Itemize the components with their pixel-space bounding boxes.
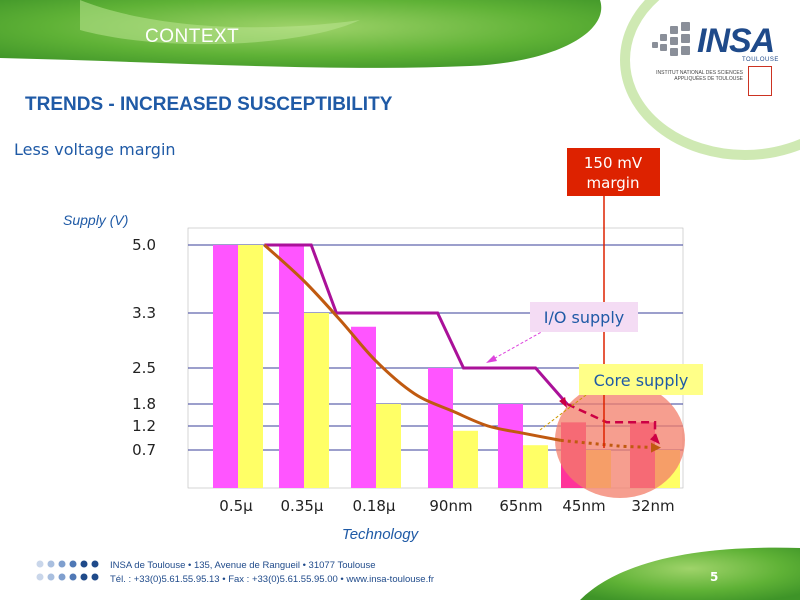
x-tick-label: 0.35µ <box>281 497 324 515</box>
logo-institute: INSTITUT NATIONAL DES SCIENCES APPLIQUÉE… <box>656 70 743 82</box>
io-bar <box>498 404 523 488</box>
page-number: 5 <box>710 570 719 584</box>
footer-dots-icon <box>36 560 99 581</box>
core-bar <box>238 245 263 488</box>
x-tick-label: 0.18µ <box>353 497 396 515</box>
core-bar <box>376 404 401 488</box>
slide-subtitle: Less voltage margin <box>14 140 176 159</box>
core-callout-text: Core supply <box>594 371 689 390</box>
io-arrow-mid <box>559 397 568 408</box>
slide-title: TRENDS - INCREASED SUSCEPTIBILITY <box>25 94 393 115</box>
x-tick-label: 0.5µ <box>219 497 253 515</box>
footer-phone: Tél. : +33(0)5.61.55.95.13 • Fax : +33(0… <box>110 574 435 585</box>
header-light-arc <box>620 0 800 160</box>
y-tick-label: 1.8 <box>132 395 156 413</box>
margin-callout-box <box>567 148 660 196</box>
y-tick-label: 3.3 <box>132 304 156 322</box>
core-bar <box>453 430 478 488</box>
x-tick-label: 45nm <box>562 497 605 515</box>
io-callout-box <box>530 302 638 332</box>
section-title: CONTEXT <box>145 26 240 47</box>
footer-contact: INSA de Toulouse • 135, Avenue de Rangue… <box>110 559 434 587</box>
margin-highlight <box>555 382 685 498</box>
io-bar <box>213 245 238 488</box>
footer-address: INSA de Toulouse • 135, Avenue de Rangue… <box>110 560 376 571</box>
footer-green-blob <box>580 547 800 600</box>
io-bar <box>351 326 376 488</box>
y-tick-label: 2.5 <box>132 359 156 377</box>
x-tick-label: 32nm <box>631 497 674 515</box>
io-supply-line <box>264 243 569 405</box>
university-logo-icon <box>748 66 772 96</box>
core-supply-line <box>263 243 562 442</box>
y-tick-label: 5.0 <box>132 236 156 254</box>
y-axis-label: Supply (V) <box>63 212 128 228</box>
io-arrow-head <box>650 433 660 445</box>
io-pointer-head <box>486 355 497 363</box>
io-pointer-line <box>487 329 546 363</box>
x-tick-label: 65nm <box>499 497 542 515</box>
insa-logo-icon <box>652 22 690 56</box>
core-arrow-head <box>651 442 661 453</box>
x-tick-label: 90nm <box>429 497 472 515</box>
x-axis-label: Technology <box>342 526 420 543</box>
logo-name: INSA <box>697 22 775 60</box>
io-bar <box>279 245 304 488</box>
margin-callout-text: margin <box>587 174 640 192</box>
y-tick-label: 0.7 <box>132 441 156 459</box>
io-callout-text: I/O supply <box>544 308 625 327</box>
logo-subtitle: TOULOUSE <box>742 57 779 63</box>
y-tick-label: 1.2 <box>132 417 156 435</box>
core-bar <box>304 313 329 488</box>
core-bar <box>523 445 548 488</box>
io-supply-projection <box>566 402 657 441</box>
core-pointer-line <box>539 391 591 431</box>
io-bar <box>428 368 453 488</box>
core-callout-box <box>579 364 703 395</box>
margin-callout-text: 150 mV <box>584 154 643 172</box>
